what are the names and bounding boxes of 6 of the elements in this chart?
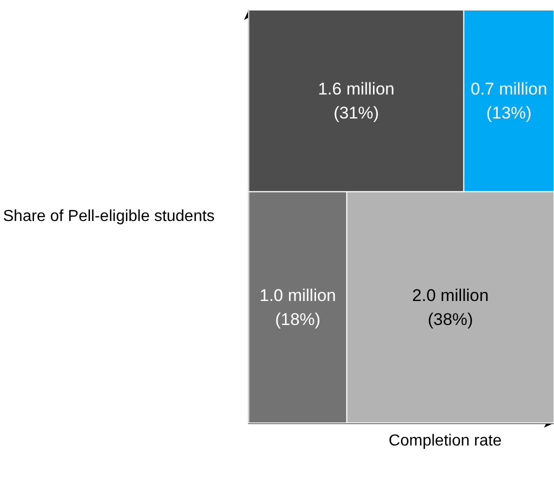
data-label: 0.7 million (13%)	[470, 79, 548, 122]
text: Share of Pell-eligible students	[2, 208, 215, 225]
data-label: 1.6 million (31%)	[318, 79, 395, 122]
text: Completion rate	[388, 432, 502, 450]
data-label: 1.0 million (18%)	[259, 286, 336, 329]
data-label: 2.0 million (38%)	[412, 286, 489, 329]
